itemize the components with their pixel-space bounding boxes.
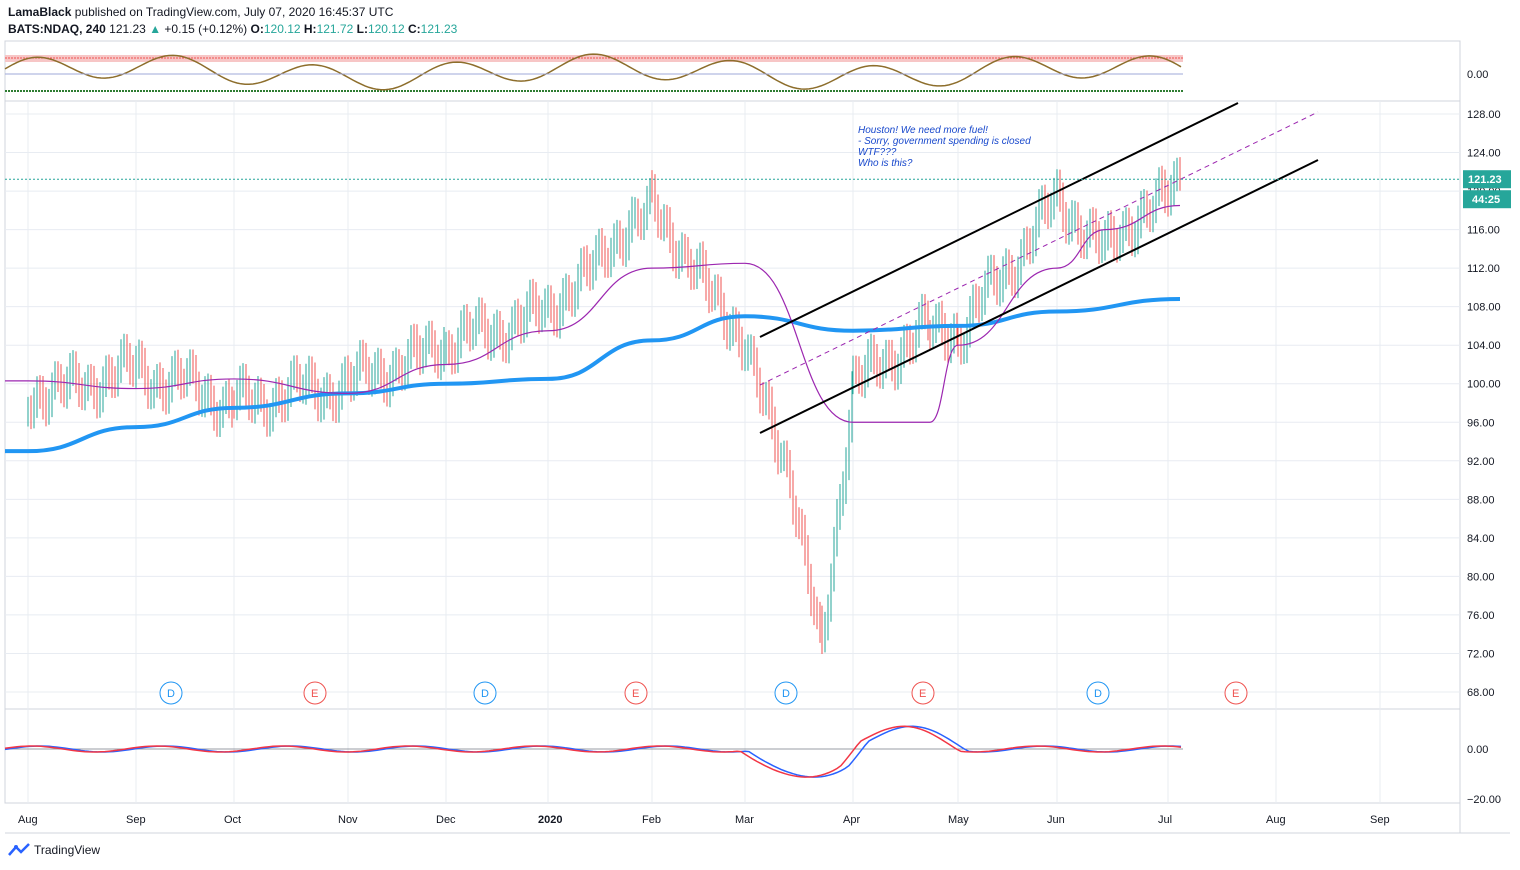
event-marker-label: E xyxy=(919,688,926,700)
brand-footer[interactable]: TradingView xyxy=(8,843,100,857)
countdown-tag xyxy=(1463,190,1511,209)
event-marker-label: E xyxy=(1232,688,1239,700)
x-tick-label: Jul xyxy=(1158,814,1172,826)
tradingview-logo-icon xyxy=(8,843,30,856)
macd-tick-label: 0.00 xyxy=(1467,744,1488,756)
annotation-text: WTF??? xyxy=(858,147,897,158)
channel-lower-line[interactable] xyxy=(759,159,1319,434)
y-tick-label: 96.00 xyxy=(1467,417,1495,429)
open-label: O: xyxy=(250,22,264,36)
annotation-text: Who is this? xyxy=(858,158,913,169)
x-tick-label: Feb xyxy=(642,814,661,826)
change-value: +0.15 (+0.12%) xyxy=(164,22,248,36)
earnings-marker[interactable] xyxy=(911,681,935,705)
y-tick-label: 68.00 xyxy=(1467,687,1495,699)
close-label: C: xyxy=(407,22,421,36)
x-tick-label: 2020 xyxy=(538,814,562,826)
x-tick-label: Aug xyxy=(1266,814,1286,826)
y-tick-label: 80.00 xyxy=(1467,571,1495,583)
low-value: 120.12 xyxy=(367,22,405,36)
symbol-label[interactable]: BATS:NDAQ, 240 xyxy=(8,22,106,36)
channel-upper-line[interactable] xyxy=(759,102,1239,338)
channel-median-line[interactable] xyxy=(759,111,1319,386)
y-tick-label: 76.00 xyxy=(1467,610,1495,622)
x-tick-label: May xyxy=(948,814,969,826)
x-tick-label: Sep xyxy=(1370,814,1390,826)
change-arrow-icon: ▲ xyxy=(149,22,162,36)
brand-name: TradingView xyxy=(34,843,101,857)
top-indicator-tick: 0.00 xyxy=(1467,69,1488,81)
x-tick-label: Apr xyxy=(843,814,860,826)
low-label: L: xyxy=(356,22,368,36)
dividend-marker[interactable] xyxy=(1086,681,1110,705)
published-text: published on TradingView.com, July 07, 2… xyxy=(74,5,394,19)
event-marker-label: D xyxy=(481,688,489,700)
author-name[interactable]: LamaBlack xyxy=(8,5,72,19)
close-value: 121.23 xyxy=(420,22,458,36)
earnings-marker[interactable] xyxy=(624,681,648,705)
dividend-marker[interactable] xyxy=(473,681,497,705)
event-marker-label: D xyxy=(782,688,790,700)
last-price-tag xyxy=(1463,170,1511,189)
moving-average-slow[interactable] xyxy=(5,296,1181,454)
macd-pane[interactable] xyxy=(4,708,1461,804)
publish-line: LamaBlack published on TradingView.com, … xyxy=(8,5,393,19)
y-tick-label: 108.00 xyxy=(1467,302,1501,314)
event-marker-label: E xyxy=(311,688,318,700)
x-tick-label: Mar xyxy=(735,814,754,826)
last-price-tag-label: 121.23 xyxy=(1468,174,1502,186)
y-tick-label: 104.00 xyxy=(1467,340,1501,352)
earnings-marker[interactable] xyxy=(1224,681,1248,705)
x-tick-label: Aug xyxy=(18,814,38,826)
annotation-text: - Sorry, government spending is closed xyxy=(858,136,1031,147)
countdown-tag-label: 44:25 xyxy=(1472,194,1500,206)
x-tick-label: Oct xyxy=(224,814,241,826)
event-marker-label: E xyxy=(632,688,639,700)
macd-tick-label: −20.00 xyxy=(1467,794,1501,806)
open-value: 120.12 xyxy=(263,22,301,36)
x-tick-label: Jun xyxy=(1047,814,1065,826)
y-tick-label: 128.00 xyxy=(1467,109,1501,121)
x-tick-label: Sep xyxy=(126,814,146,826)
annotation-text: Houston! We need more fuel! xyxy=(858,125,988,136)
y-tick-label: 84.00 xyxy=(1467,533,1495,545)
dividend-marker[interactable] xyxy=(159,681,183,705)
dividend-marker[interactable] xyxy=(774,681,798,705)
ohlc-legend: BATS:NDAQ, 240 121.23 ▲ +0.15 (+0.12%) O… xyxy=(8,22,457,36)
y-tick-label: 72.00 xyxy=(1467,648,1495,660)
y-tick-label: 100.00 xyxy=(1467,379,1501,391)
macd-line[interactable] xyxy=(4,725,1182,778)
earnings-marker[interactable] xyxy=(303,681,327,705)
event-marker-label: D xyxy=(167,688,175,700)
y-tick-label: 116.00 xyxy=(1467,225,1500,237)
y-tick-label: 112.00 xyxy=(1467,263,1500,275)
y-tick-label: 92.00 xyxy=(1467,456,1495,468)
high-label: H: xyxy=(303,22,317,36)
y-tick-label: 124.00 xyxy=(1467,148,1501,160)
high-value: 121.72 xyxy=(316,22,354,36)
oscillator-line[interactable] xyxy=(4,53,1182,91)
event-marker-label: D xyxy=(1094,688,1102,700)
x-tick-label: Nov xyxy=(338,814,358,826)
candlestick-series[interactable] xyxy=(27,157,1181,654)
moving-average-fast[interactable] xyxy=(5,204,1181,423)
x-tick-label: Dec xyxy=(436,814,456,826)
last-price: 121.23 xyxy=(109,22,146,36)
y-tick-label: 88.00 xyxy=(1467,494,1495,506)
